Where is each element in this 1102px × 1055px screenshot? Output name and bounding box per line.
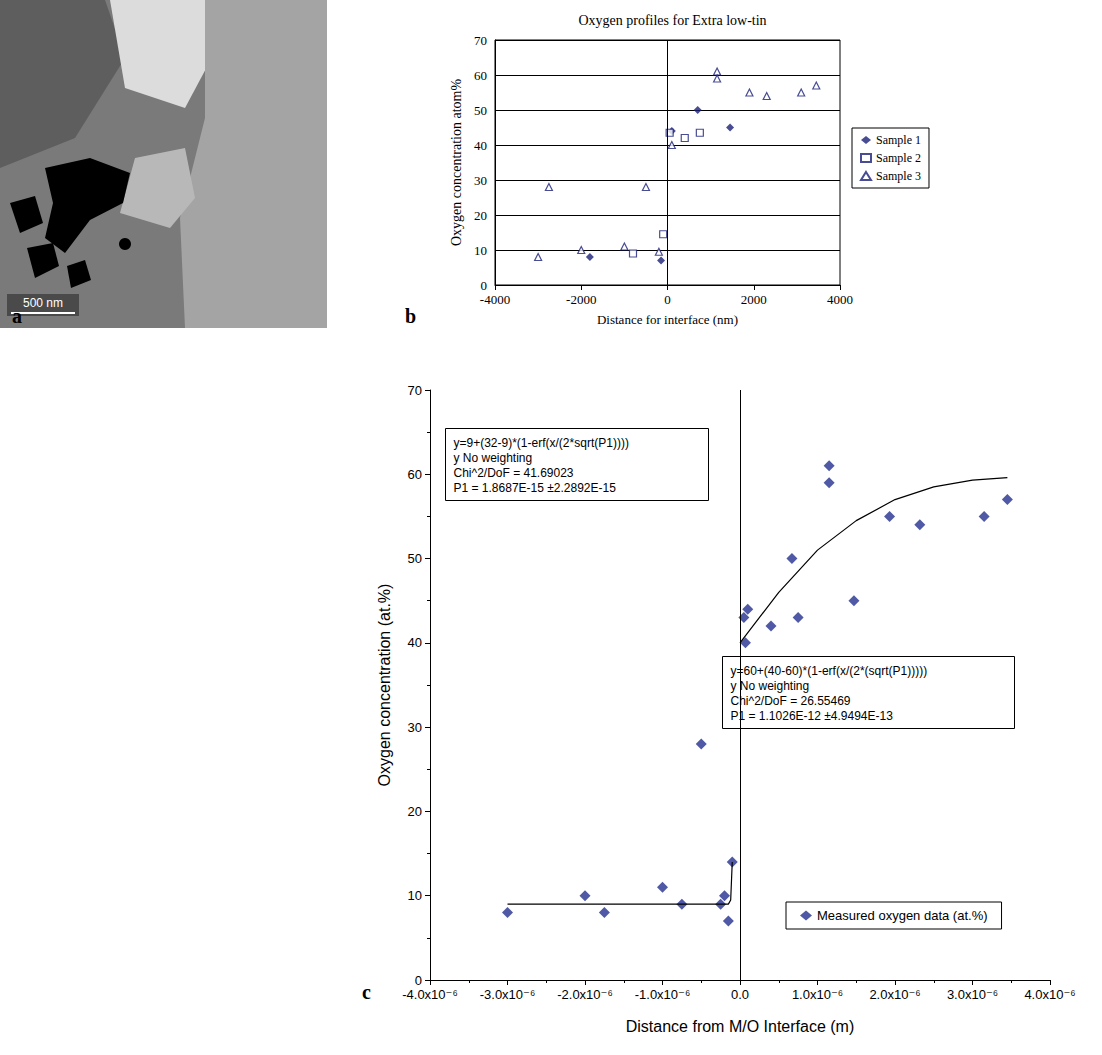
svg-text:a: a — [12, 305, 22, 327]
svg-text:P1 = 1.8687E-15 ±2.2892E-15: P1 = 1.8687E-15 ±2.2892E-15 — [454, 481, 617, 495]
svg-text:10: 10 — [408, 888, 422, 903]
svg-text:c: c — [362, 981, 371, 1003]
svg-text:30: 30 — [474, 173, 487, 188]
svg-text:50: 50 — [408, 551, 422, 566]
svg-text:0: 0 — [415, 973, 422, 988]
svg-text:20: 20 — [408, 804, 422, 819]
svg-text:Sample 2: Sample 2 — [876, 151, 921, 165]
svg-text:b: b — [405, 305, 416, 327]
svg-text:70: 70 — [474, 33, 487, 48]
svg-text:Oxygen profiles for Extra low-: Oxygen profiles for Extra low-tin — [578, 13, 766, 28]
svg-text:Chi^2/DoF = 41.69023: Chi^2/DoF = 41.69023 — [454, 466, 574, 480]
svg-text:y No weighting: y No weighting — [454, 451, 533, 465]
svg-text:30: 30 — [408, 720, 422, 735]
svg-text:50: 50 — [474, 103, 487, 118]
svg-text:-3.0x10⁻⁶: -3.0x10⁻⁶ — [480, 987, 536, 1002]
svg-text:Sample 1: Sample 1 — [876, 133, 921, 147]
svg-text:10: 10 — [474, 243, 487, 258]
svg-text:y=60+(40-60)*(1-erf(x/(2*(sqrt: y=60+(40-60)*(1-erf(x/(2*(sqrt(P1))))) — [731, 664, 928, 678]
svg-text:-4.0x10⁻⁶: -4.0x10⁻⁶ — [402, 987, 458, 1002]
svg-text:60: 60 — [474, 68, 487, 83]
svg-text:y=9+(32-9)*(1-erf(x/(2*sqrt(P1: y=9+(32-9)*(1-erf(x/(2*sqrt(P1)))) — [454, 436, 629, 450]
svg-text:0: 0 — [481, 278, 488, 293]
svg-text:2000: 2000 — [741, 292, 767, 307]
svg-text:Distance for interface (nm): Distance for interface (nm) — [597, 312, 738, 327]
svg-text:P1 = 1.1026E-12 ±4.9494E-13: P1 = 1.1026E-12 ±4.9494E-13 — [731, 709, 894, 723]
svg-text:-4000: -4000 — [480, 292, 510, 307]
svg-text:3.0x10⁻⁶: 3.0x10⁻⁶ — [947, 987, 998, 1002]
svg-text:-2000: -2000 — [566, 292, 596, 307]
svg-text:500 nm: 500 nm — [23, 296, 63, 310]
svg-text:Oxygen concentration (at.%): Oxygen concentration (at.%) — [376, 584, 393, 787]
svg-text:Distance from M/O Interface (m: Distance from M/O Interface (m) — [626, 1018, 855, 1035]
svg-text:4000: 4000 — [827, 292, 853, 307]
svg-text:Measured oxygen data (at.%): Measured oxygen data (at.%) — [817, 908, 988, 923]
svg-text:40: 40 — [408, 635, 422, 650]
svg-text:1.0x10⁻⁶: 1.0x10⁻⁶ — [792, 987, 843, 1002]
svg-text:40: 40 — [474, 138, 487, 153]
svg-text:Sample 3: Sample 3 — [876, 169, 921, 183]
svg-text:y No weighting: y No weighting — [731, 679, 810, 693]
svg-text:0: 0 — [664, 292, 671, 307]
svg-text:0.0: 0.0 — [731, 987, 749, 1002]
svg-text:Chi^2/DoF = 26.55469: Chi^2/DoF = 26.55469 — [731, 694, 851, 708]
svg-text:-1.0x10⁻⁶: -1.0x10⁻⁶ — [635, 987, 691, 1002]
svg-text:Oxygen concentration atom%: Oxygen concentration atom% — [449, 79, 464, 247]
svg-text:4.0x10⁻⁶: 4.0x10⁻⁶ — [1024, 987, 1075, 1002]
svg-text:60: 60 — [408, 467, 422, 482]
svg-text:70: 70 — [408, 383, 422, 398]
svg-text:2.0x10⁻⁶: 2.0x10⁻⁶ — [869, 987, 920, 1002]
svg-text:-2.0x10⁻⁶: -2.0x10⁻⁶ — [557, 987, 613, 1002]
svg-text:20: 20 — [474, 208, 487, 223]
